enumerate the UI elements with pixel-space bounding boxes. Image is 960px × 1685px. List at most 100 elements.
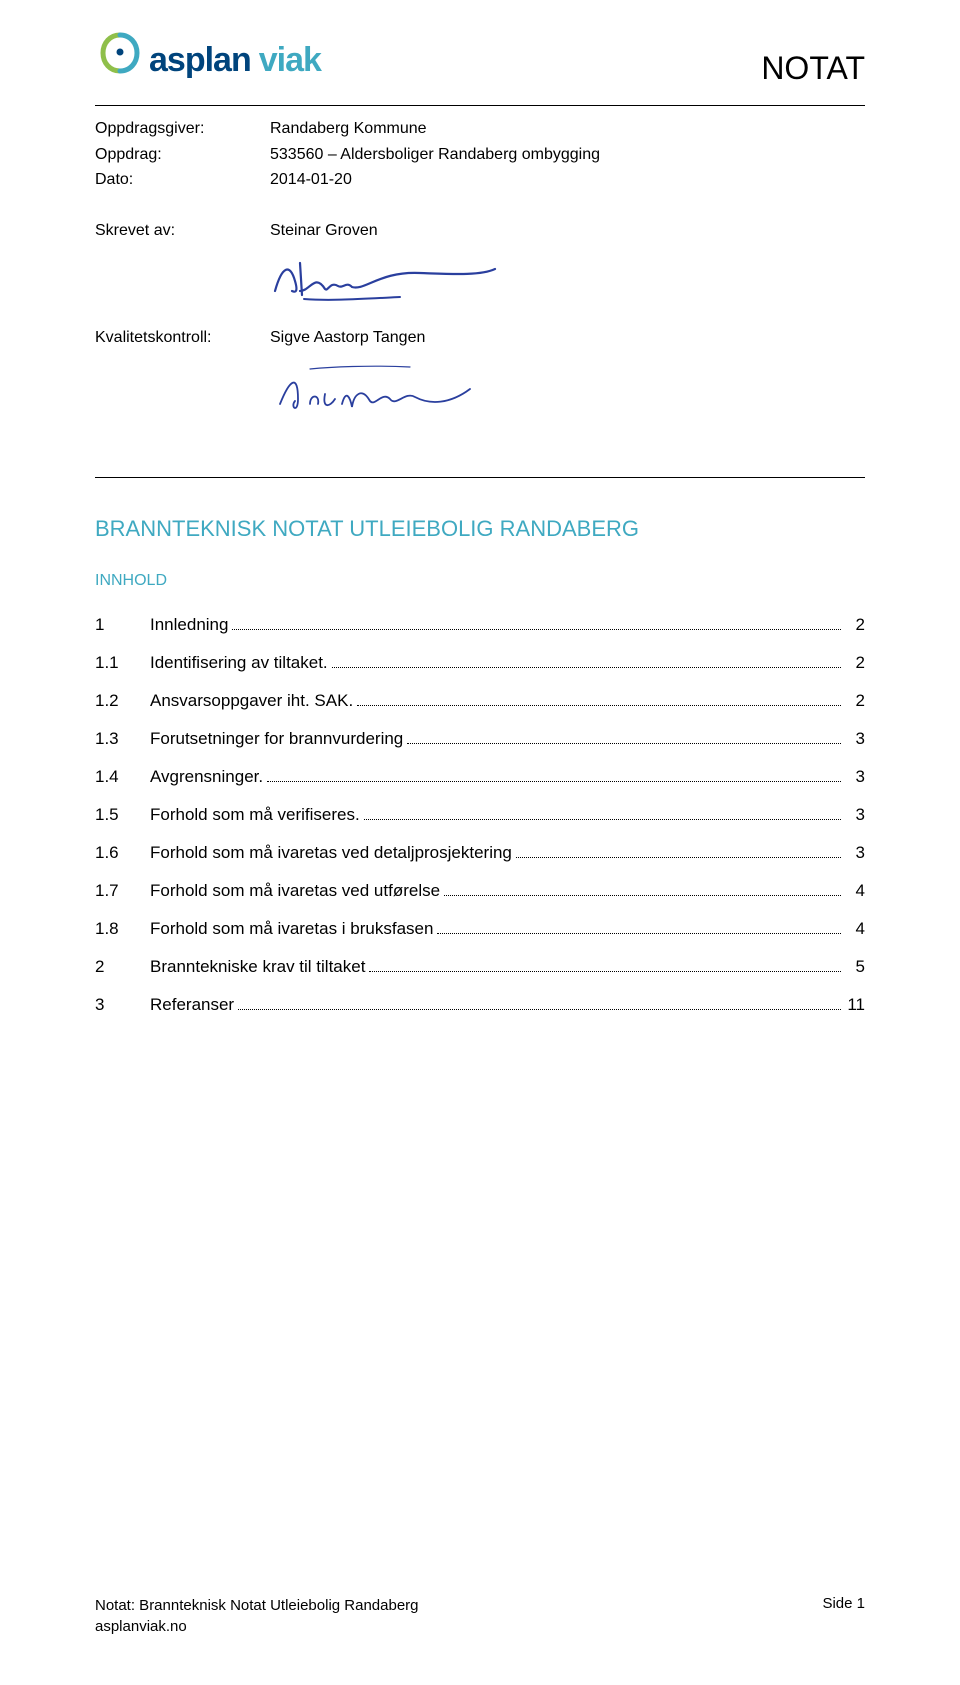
- toc-leader-dots: [357, 705, 841, 706]
- toc-text-wrap: Forutsetninger for brannvurdering 3: [150, 729, 865, 749]
- meta-value: Randaberg Kommune: [270, 116, 865, 142]
- toc-leader-dots: [364, 819, 841, 820]
- toc-text: Referanser: [150, 995, 234, 1015]
- toc-number: 1.8: [95, 919, 150, 939]
- toc-number: 3: [95, 995, 150, 1015]
- meta-row-kvalitet: Kvalitetskontroll: Sigve Aastorp Tangen: [95, 325, 865, 351]
- toc-page: 4: [845, 881, 865, 901]
- page-footer: Notat: Brannteknisk Notat Utleiebolig Ra…: [95, 1595, 865, 1637]
- meta-label: Oppdrag:: [95, 142, 270, 168]
- toc-entry: 1.1Identifisering av tiltaket. 2: [95, 653, 865, 673]
- toc-entry: 1.3Forutsetninger for brannvurdering 3: [95, 729, 865, 749]
- toc-page: 3: [845, 767, 865, 787]
- meta-value: Steinar Groven: [270, 218, 865, 244]
- meta-label: Oppdragsgiver:: [95, 116, 270, 142]
- toc-text-wrap: Forhold som må ivaretas ved detaljprosje…: [150, 843, 865, 863]
- toc-leader-dots: [267, 781, 841, 782]
- toc-text-wrap: Innledning 2: [150, 615, 865, 635]
- document-page: asplan viak NOTAT Oppdragsgiver: Randabe…: [0, 0, 960, 1685]
- toc-entry: 1.5Forhold som må verifiseres.3: [95, 805, 865, 825]
- toc-page: 2: [845, 691, 865, 711]
- meta-row-dato: Dato: 2014-01-20: [95, 167, 865, 193]
- logo-text: asplan viak: [149, 41, 321, 80]
- toc-text: Branntekniske krav til tiltaket: [150, 957, 365, 977]
- toc-entry: 3Referanser 11: [95, 995, 865, 1015]
- meta-row-oppdrag: Oppdrag: 533560 – Aldersboliger Randaber…: [95, 142, 865, 168]
- toc-text: Forutsetninger for brannvurdering: [150, 729, 403, 749]
- toc-heading: INNHOLD: [95, 572, 865, 590]
- table-of-contents: 1Innledning21.1Identifisering av tiltake…: [95, 615, 865, 1015]
- meta-value: 2014-01-20: [270, 167, 865, 193]
- toc-text: Forhold som må ivaretas i bruksfasen: [150, 919, 433, 939]
- footer-domain: asplanviak.no: [95, 1616, 419, 1637]
- document-type-title: NOTAT: [761, 50, 865, 87]
- toc-entry: 1.8Forhold som må ivaretas i bruksfasen 4: [95, 919, 865, 939]
- header-row: asplan viak NOTAT: [95, 30, 865, 87]
- logo-word-asplan: asplan: [149, 41, 251, 80]
- header-divider: [95, 105, 865, 106]
- meta-row-oppdragsgiver: Oppdragsgiver: Randaberg Kommune: [95, 116, 865, 142]
- toc-number: 1.1: [95, 653, 150, 673]
- meta-label: Kvalitetskontroll:: [95, 325, 270, 351]
- footer-doc-name: Notat: Brannteknisk Notat Utleiebolig Ra…: [95, 1595, 419, 1616]
- toc-page: 4: [845, 919, 865, 939]
- document-title: BRANNTEKNISK NOTAT UTLEIEBOLIG RANDABERG: [95, 516, 865, 542]
- toc-number: 1: [95, 615, 150, 635]
- toc-text-wrap: Forhold som må verifiseres. 3: [150, 805, 865, 825]
- toc-leader-dots: [332, 667, 841, 668]
- toc-text-wrap: Referanser 11: [150, 995, 865, 1015]
- section-divider: [95, 477, 865, 478]
- meta-row-skrevet: Skrevet av: Steinar Groven: [95, 218, 865, 244]
- toc-text-wrap: Branntekniske krav til tiltaket 5: [150, 957, 865, 977]
- toc-page: 2: [845, 615, 865, 635]
- meta-value: Sigve Aastorp Tangen: [270, 325, 865, 351]
- toc-page: 3: [845, 805, 865, 825]
- toc-entry: 1Innledning 2: [95, 615, 865, 635]
- toc-number: 1.6: [95, 843, 150, 863]
- toc-entry: 1.6Forhold som må ivaretas ved detaljpro…: [95, 843, 865, 863]
- toc-number: 2: [95, 957, 150, 977]
- toc-page: 11: [845, 995, 865, 1015]
- signature-kvalitet-icon: [270, 359, 865, 438]
- toc-leader-dots: [407, 743, 841, 744]
- footer-page-number: Side 1: [822, 1595, 865, 1637]
- toc-leader-dots: [444, 895, 841, 896]
- toc-leader-dots: [238, 1009, 841, 1010]
- toc-text-wrap: Forhold som må ivaretas ved utførelse 4: [150, 881, 865, 901]
- toc-page: 2: [845, 653, 865, 673]
- toc-leader-dots: [232, 629, 841, 630]
- toc-entry: 1.2Ansvarsoppgaver iht. SAK. 2: [95, 691, 865, 711]
- toc-leader-dots: [369, 971, 841, 972]
- logo-mark-icon: [95, 30, 145, 80]
- toc-text-wrap: Identifisering av tiltaket. 2: [150, 653, 865, 673]
- logo-word-viak: viak: [259, 41, 321, 80]
- meta-value: 533560 – Aldersboliger Randaberg ombyggi…: [270, 142, 865, 168]
- toc-text-wrap: Forhold som må ivaretas i bruksfasen 4: [150, 919, 865, 939]
- meta-label: Skrevet av:: [95, 218, 270, 244]
- toc-text: Forhold som må ivaretas ved detaljprosje…: [150, 843, 512, 863]
- toc-text: Ansvarsoppgaver iht. SAK.: [150, 691, 353, 711]
- toc-text: Forhold som må verifiseres.: [150, 805, 360, 825]
- toc-text: Avgrensninger.: [150, 767, 263, 787]
- toc-number: 1.7: [95, 881, 150, 901]
- toc-leader-dots: [437, 933, 841, 934]
- metadata-block: Oppdragsgiver: Randaberg Kommune Oppdrag…: [95, 116, 865, 437]
- toc-page: 5: [845, 957, 865, 977]
- toc-entry: 1.7Forhold som må ivaretas ved utførelse…: [95, 881, 865, 901]
- signature-skrevet-icon: [270, 251, 865, 315]
- footer-left: Notat: Brannteknisk Notat Utleiebolig Ra…: [95, 1595, 419, 1637]
- toc-number: 1.2: [95, 691, 150, 711]
- toc-page: 3: [845, 729, 865, 749]
- toc-text-wrap: Ansvarsoppgaver iht. SAK. 2: [150, 691, 865, 711]
- toc-text-wrap: Avgrensninger. 3: [150, 767, 865, 787]
- toc-number: 1.3: [95, 729, 150, 749]
- toc-number: 1.4: [95, 767, 150, 787]
- toc-entry: 1.4Avgrensninger. 3: [95, 767, 865, 787]
- toc-text: Forhold som må ivaretas ved utførelse: [150, 881, 440, 901]
- toc-leader-dots: [516, 857, 841, 858]
- toc-entry: 2Branntekniske krav til tiltaket 5: [95, 957, 865, 977]
- toc-text: Identifisering av tiltaket.: [150, 653, 328, 673]
- toc-page: 3: [845, 843, 865, 863]
- toc-text: Innledning: [150, 615, 228, 635]
- company-logo: asplan viak: [95, 30, 321, 80]
